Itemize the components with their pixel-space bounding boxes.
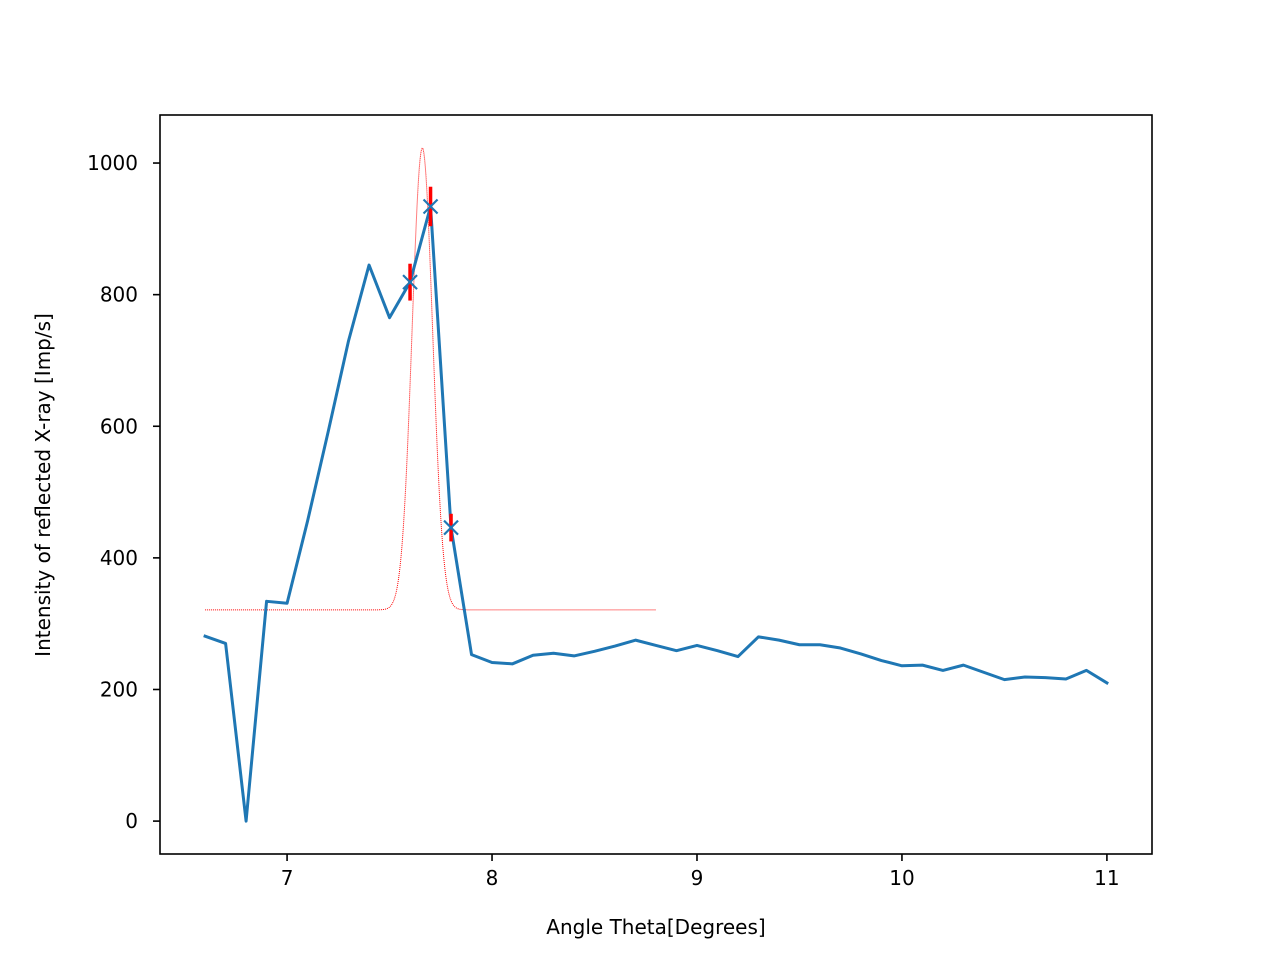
plot-frame [159,114,1153,855]
x-tick-label: 9 [691,866,704,890]
axis-ticks: 7 8 9 10 11 0 200 400 600 800 1000 [87,151,1120,890]
y-tick-label: 200 [100,677,138,701]
y-axis-title: Intensity of reflected X-ray [Imp/s] [31,313,55,657]
data-series-line [203,204,1109,823]
y-tick-label: 600 [100,414,138,438]
x-marker [402,274,418,290]
y-tick-label: 1000 [87,151,138,175]
x-marker [443,519,459,536]
x-tick-label: 10 [889,866,914,890]
y-tick-label: 0 [125,809,138,833]
x-axis-title: Angle Theta[Degrees] [546,915,765,939]
y-tick-label: 800 [100,283,138,307]
plot-area [203,146,1109,823]
x-tick-label: 11 [1094,866,1119,890]
x-tick-label: 7 [281,866,294,890]
x-marker [422,198,439,215]
fit-curve-line [205,146,656,611]
y-tick-label: 400 [100,546,138,570]
x-tick-label: 8 [486,866,499,890]
